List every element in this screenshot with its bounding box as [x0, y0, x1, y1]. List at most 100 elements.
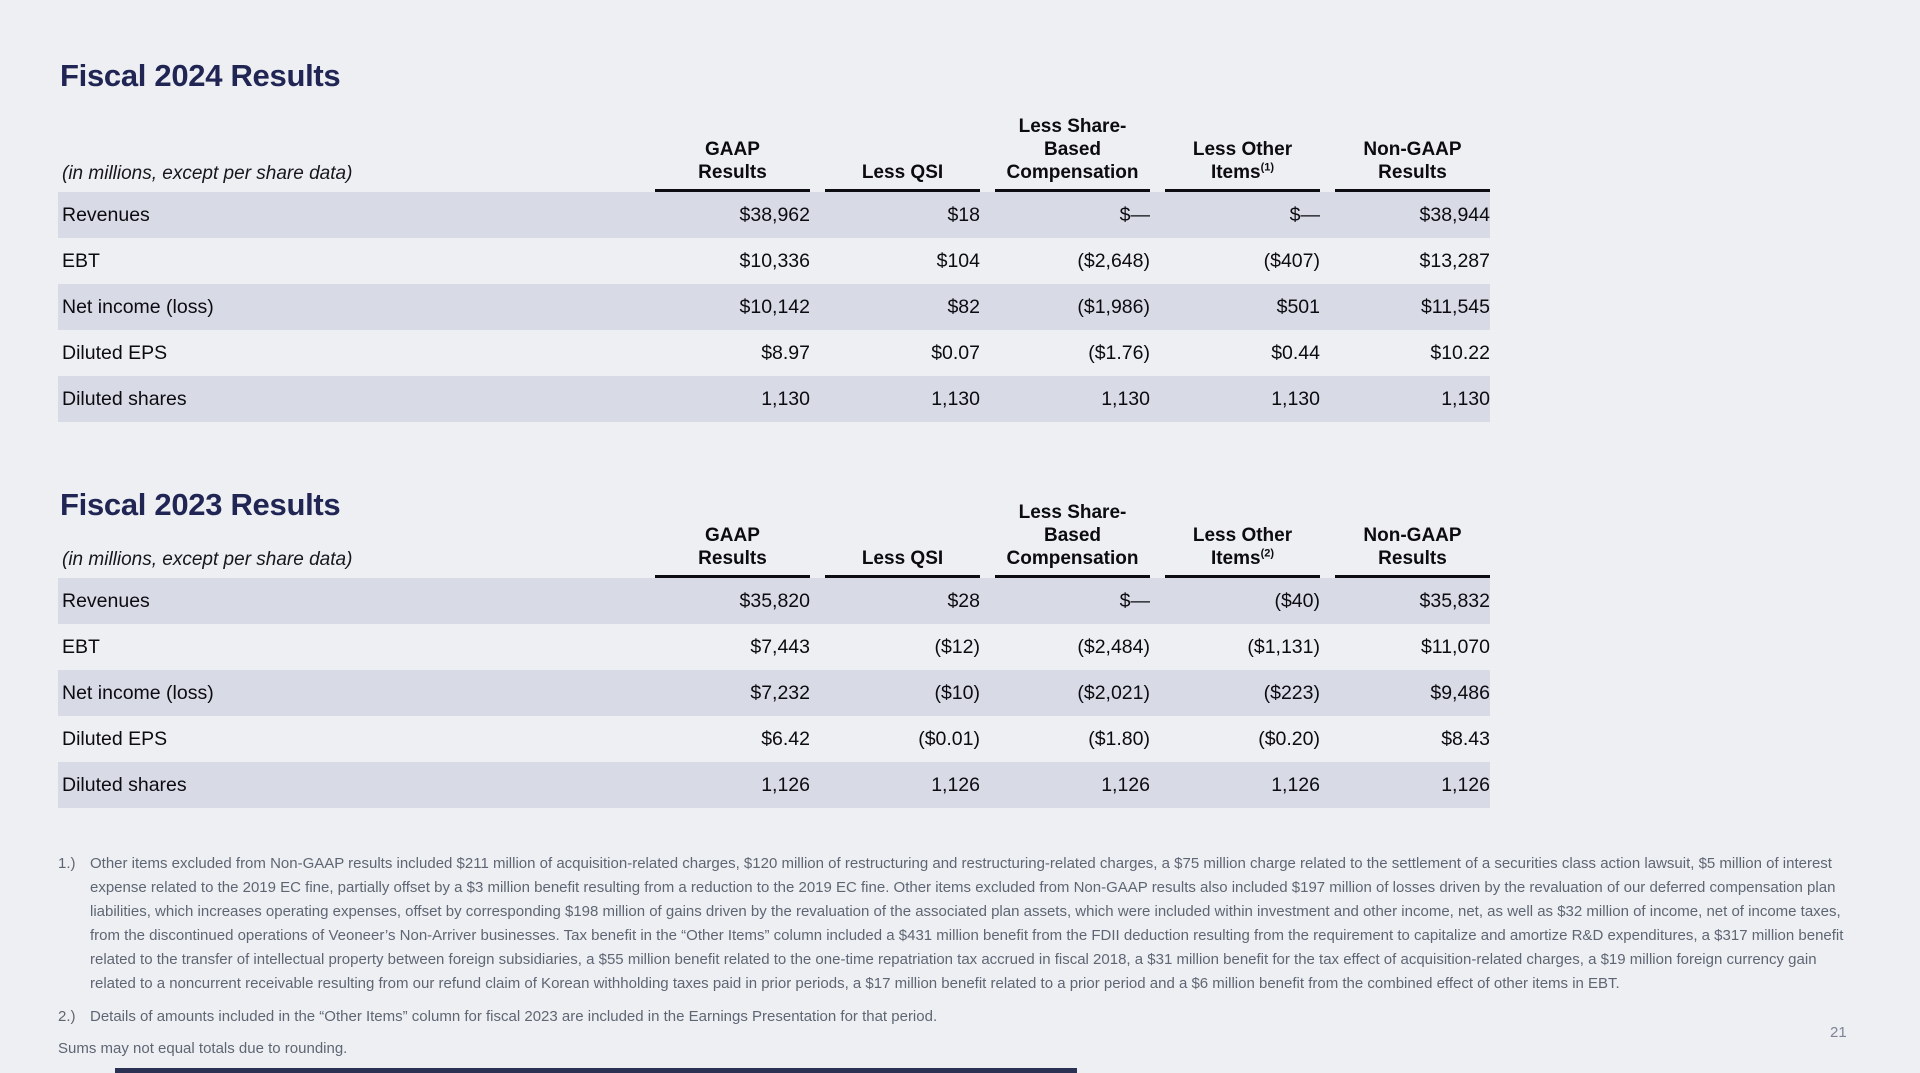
- column-header: Non-GAAP Results: [1335, 138, 1490, 192]
- cell-value: $10,336: [739, 249, 811, 272]
- row-label: Revenues: [62, 589, 150, 612]
- table-header-row: (in millions, except per share data) GAA…: [58, 486, 1490, 578]
- cell-value: $35,832: [1419, 589, 1491, 612]
- row-label: Diluted EPS: [62, 727, 168, 750]
- cell-value: 1,130: [1271, 387, 1320, 410]
- cell-value: $38,962: [739, 203, 811, 226]
- footnote-reference: (1): [1260, 161, 1275, 174]
- column-header: Less Share- Based Compensation: [995, 501, 1150, 578]
- cell-value: 1,126: [1441, 773, 1490, 796]
- fiscal-2023-table: (in millions, except per share data) GAA…: [58, 486, 1490, 808]
- cell-value: $9,486: [1430, 681, 1490, 704]
- cell-value: $35,820: [739, 589, 811, 612]
- row-label: Net income (loss): [62, 295, 214, 318]
- cell-value: ($2,648): [1077, 249, 1150, 272]
- cell-value: 1,126: [1101, 773, 1150, 796]
- table-caption-cell: (in millions, except per share data): [58, 163, 640, 192]
- row-label: Diluted EPS: [62, 341, 168, 364]
- cell-value: $8.97: [761, 341, 810, 364]
- cell-value: 1,130: [1441, 387, 1490, 410]
- cell-value: $—: [1119, 203, 1150, 226]
- cell-value: $7,443: [750, 635, 810, 658]
- table-row: Revenues $38,962 $18 $— $— $38,944: [58, 192, 1490, 238]
- cell-value: ($10): [934, 681, 980, 704]
- rounding-note: Sums may not equal totals due to roundin…: [58, 1040, 348, 1057]
- column-header: Less QSI: [825, 161, 980, 192]
- cell-value: $11,070: [1420, 635, 1490, 658]
- cell-value: ($1,986): [1077, 295, 1150, 318]
- cell-value: 1,130: [761, 387, 810, 410]
- cell-value: $6.42: [761, 727, 810, 750]
- footnotes: 1.) Other items excluded from Non-GAAP r…: [58, 852, 1860, 1038]
- row-label: EBT: [62, 249, 100, 272]
- cell-value: 1,130: [931, 387, 980, 410]
- cell-value: $13,287: [1419, 249, 1491, 272]
- cell-value: 1,130: [1101, 387, 1150, 410]
- row-label: Diluted shares: [62, 773, 187, 796]
- footer-accent-bar: [115, 1068, 1077, 1073]
- fiscal-2024-title: Fiscal 2024 Results: [60, 58, 341, 93]
- cell-value: $501: [1276, 295, 1320, 318]
- cell-value: ($0.01): [918, 727, 980, 750]
- column-header: Less Other Items(1): [1165, 138, 1320, 192]
- cell-value: ($1.80): [1088, 727, 1150, 750]
- footnote-2: 2.) Details of amounts included in the “…: [58, 1005, 1860, 1029]
- cell-value: ($12): [934, 635, 980, 658]
- row-label: Revenues: [62, 203, 150, 226]
- cell-value: $28: [947, 589, 980, 612]
- footnote-number: 1.): [58, 855, 76, 872]
- fiscal-2023-title: Fiscal 2023 Results: [60, 487, 341, 522]
- footnote-text: Other items excluded from Non-GAAP resul…: [90, 855, 1844, 992]
- footnote-text: Details of amounts included in the “Othe…: [90, 1008, 938, 1025]
- cell-value: ($2,484): [1077, 635, 1150, 658]
- footnote-1: 1.) Other items excluded from Non-GAAP r…: [58, 852, 1860, 996]
- cell-value: $10.22: [1430, 341, 1490, 364]
- cell-value: $0.07: [931, 341, 980, 364]
- column-header: GAAP Results: [655, 524, 810, 578]
- row-label: Net income (loss): [62, 681, 214, 704]
- table-row: Diluted shares 1,126 1,126 1,126 1,126 1,126: [58, 762, 1490, 808]
- units-note: (in millions, except per share data): [62, 163, 353, 184]
- fiscal-2024-table: (in millions, except per share data) GAA…: [58, 100, 1490, 422]
- table-row: Diluted shares 1,130 1,130 1,130 1,130 1,130: [58, 376, 1490, 422]
- cell-value: $104: [936, 249, 980, 272]
- cell-value: ($0.20): [1258, 727, 1320, 750]
- cell-value: 1,126: [761, 773, 810, 796]
- cell-value: 1,126: [931, 773, 980, 796]
- page-number: 21: [1830, 1024, 1847, 1041]
- cell-value: ($40): [1274, 589, 1320, 612]
- cell-value: $7,232: [750, 681, 810, 704]
- cell-value: $18: [947, 203, 980, 226]
- cell-value: $8.43: [1441, 727, 1490, 750]
- footnote-number: 2.): [58, 1008, 76, 1025]
- table-row: Diluted EPS $8.97 $0.07 ($1.76) $0.44 $10.22: [58, 330, 1490, 376]
- cell-value: $—: [1119, 589, 1150, 612]
- table-row: EBT $7,443 ($12) ($2,484) ($1,131) $11,070: [58, 624, 1490, 670]
- table-caption-cell: (in millions, except per share data): [58, 549, 640, 578]
- table-body: Revenues $35,820 $28 $— ($40) $35,832 EBT $7,44…: [58, 578, 1490, 808]
- cell-value: $38,944: [1419, 203, 1491, 226]
- table-row: Net income (loss) $10,142 $82 ($1,986) $501 $…: [58, 284, 1490, 330]
- column-header: Less QSI: [825, 547, 980, 578]
- column-header: Non-GAAP Results: [1335, 524, 1490, 578]
- column-header: GAAP Results: [655, 138, 810, 192]
- cell-value: $10,142: [739, 295, 811, 318]
- cell-value: ($407): [1263, 249, 1320, 272]
- column-header: Less Share- Based Compensation: [995, 115, 1150, 192]
- cell-value: ($223): [1263, 681, 1320, 704]
- table-row: EBT $10,336 $104 ($2,648) ($407) $13,287: [58, 238, 1490, 284]
- cell-value: 1,126: [1271, 773, 1320, 796]
- table-body: Revenues $38,962 $18 $— $— $38,944 EBT $10,336 $…: [58, 192, 1490, 422]
- row-label: Diluted shares: [62, 387, 187, 410]
- table-row: Diluted EPS $6.42 ($0.01) ($1.80) ($0.20) $8.…: [58, 716, 1490, 762]
- footnote-reference: (2): [1260, 547, 1275, 560]
- row-label: EBT: [62, 635, 100, 658]
- table-header-row: (in millions, except per share data) GAA…: [58, 100, 1490, 192]
- cell-value: $—: [1289, 203, 1320, 226]
- cell-value: ($2,021): [1077, 681, 1150, 704]
- cell-value: $0.44: [1271, 341, 1320, 364]
- table-row: Revenues $35,820 $28 $— ($40) $35,832: [58, 578, 1490, 624]
- units-note: (in millions, except per share data): [62, 549, 353, 570]
- cell-value: $82: [947, 295, 980, 318]
